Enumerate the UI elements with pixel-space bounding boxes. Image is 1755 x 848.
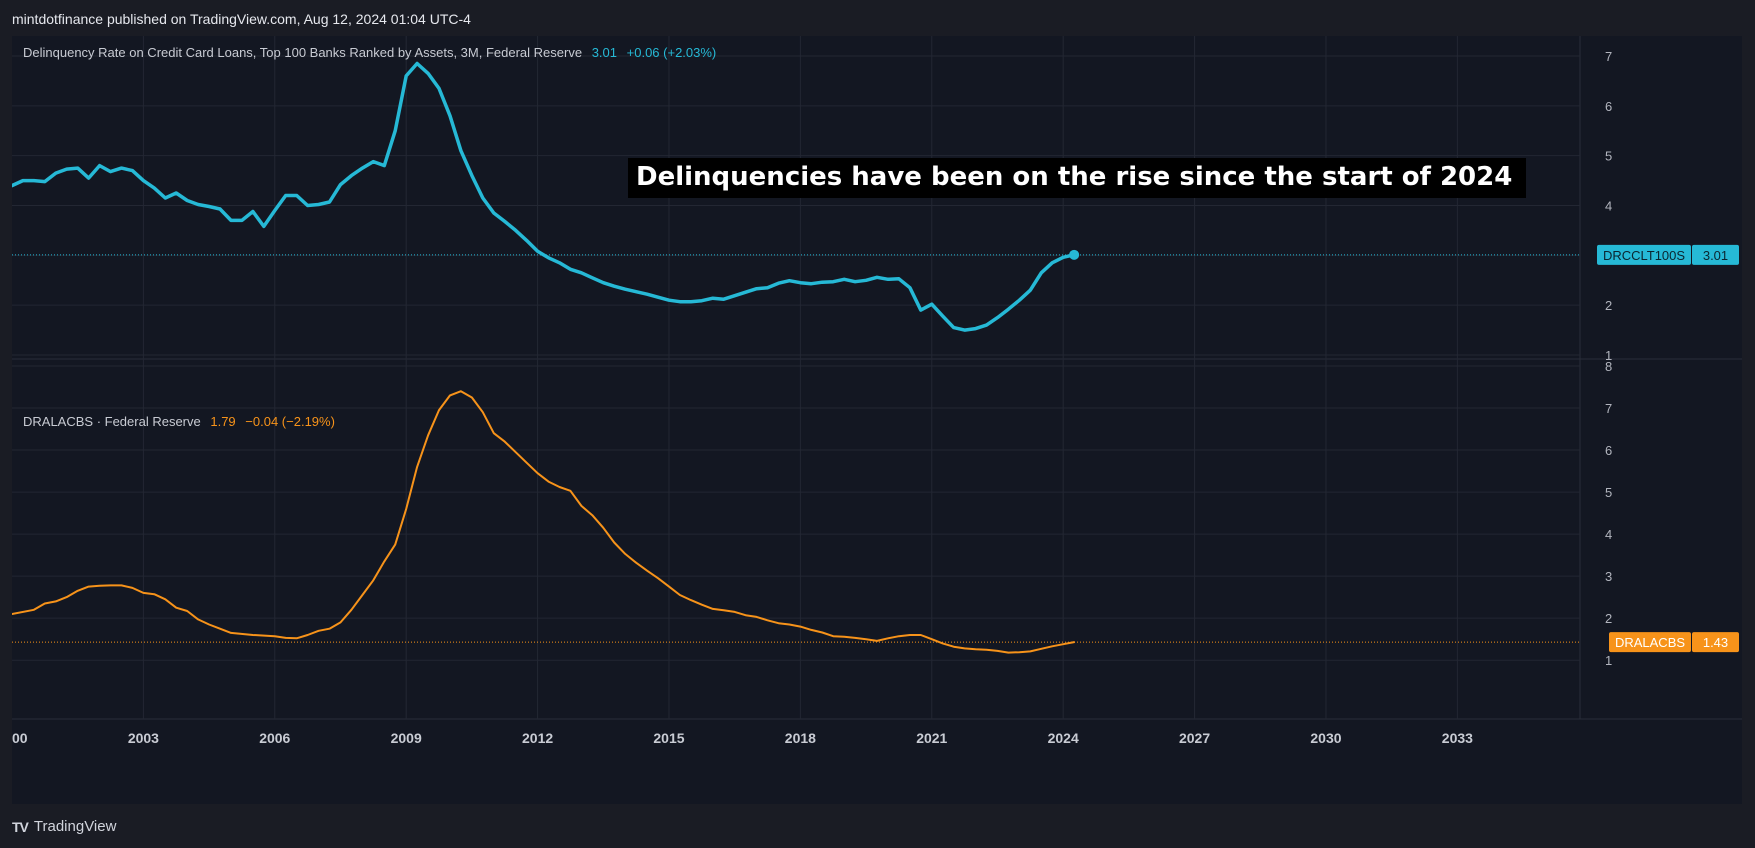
y-tick-label: 2: [1605, 298, 1612, 313]
chart-annotation[interactable]: Delinquencies have been on the rise sinc…: [628, 158, 1527, 198]
series-tag-value-box: [1692, 244, 1739, 265]
series1-legend-change: +0.06 (+2.03%): [626, 45, 717, 60]
y-tick-label: 8: [1605, 359, 1612, 374]
y-tick-label: 7: [1605, 401, 1612, 416]
y-tick-label: 1: [1605, 653, 1612, 668]
y-tick-label: 5: [1605, 485, 1612, 500]
last-value-dot: [1069, 249, 1080, 260]
series-tag-symbol: DRALACBS: [1615, 635, 1685, 650]
x-tick-label: 2006: [259, 730, 290, 746]
x-tick-label: 2000: [12, 730, 28, 746]
series-tag-value: 3.01: [1703, 248, 1728, 263]
y-tick-label: 7: [1605, 49, 1612, 64]
y-tick-label: 1: [1605, 348, 1612, 363]
series1-legend-name: Delinquency Rate on Credit Card Loans, T…: [23, 45, 583, 60]
x-tick-label: 2027: [1179, 730, 1210, 746]
footer-brand-label: TradingView: [33, 818, 117, 835]
y-tick-label: 6: [1605, 443, 1612, 458]
series-tag-symbol-box: [1597, 244, 1691, 265]
y-tick-label: 4: [1605, 199, 1612, 214]
publisher-header: mintdotfinance published on TradingView.…: [12, 11, 471, 27]
y-tick-label: 6: [1605, 99, 1612, 114]
x-tick-label: 2003: [128, 730, 159, 746]
tradingview-logo-icon: TV: [12, 818, 29, 835]
series-line-2: [12, 390, 1076, 654]
x-tick-label: 2018: [785, 730, 816, 746]
series2-legend-name: DRALACBS · Federal Reserve: [23, 414, 201, 429]
y-tick-label: 2: [1605, 611, 1612, 626]
chart-svg[interactable]: 2000 2003 2006 2009 2012 2015 2018 2021 2024 2027…: [12, 36, 1742, 804]
series1-legend[interactable]: Delinquency Rate on Credit Card Loans, T…: [23, 45, 716, 60]
x-tick-label: 2009: [391, 730, 422, 746]
series2-legend[interactable]: DRALACBS · Federal Reserve 1.79 −0.04 (−…: [23, 414, 335, 429]
series2-legend-change: −0.04 (−2.19%): [245, 414, 335, 429]
series-tag-symbol-box: [1609, 632, 1691, 653]
series-tag-symbol: DRCCLT100S: [1603, 248, 1685, 263]
series2-legend-value: 1.79: [210, 414, 236, 429]
x-tick-label: 2012: [522, 730, 553, 746]
y-tick-label: 5: [1605, 149, 1612, 164]
x-tick-label: 2030: [1310, 730, 1341, 746]
series-tag-value: 1.43: [1703, 635, 1728, 650]
footer-brand[interactable]: TV TradingView: [12, 818, 116, 835]
y-tick-label: 4: [1605, 527, 1612, 542]
x-tick-label: 2021: [916, 730, 947, 746]
x-tick-label: 2015: [653, 730, 684, 746]
series-tag-value-box: [1692, 632, 1739, 653]
x-tick-label: 2024: [1048, 730, 1079, 746]
chart-area[interactable]: 2000 2003 2006 2009 2012 2015 2018 2021 2024 2027…: [12, 36, 1742, 804]
series1-legend-value: 3.01: [591, 45, 618, 60]
y-tick-label: 3: [1605, 569, 1612, 584]
x-tick-label: 2033: [1442, 730, 1473, 746]
